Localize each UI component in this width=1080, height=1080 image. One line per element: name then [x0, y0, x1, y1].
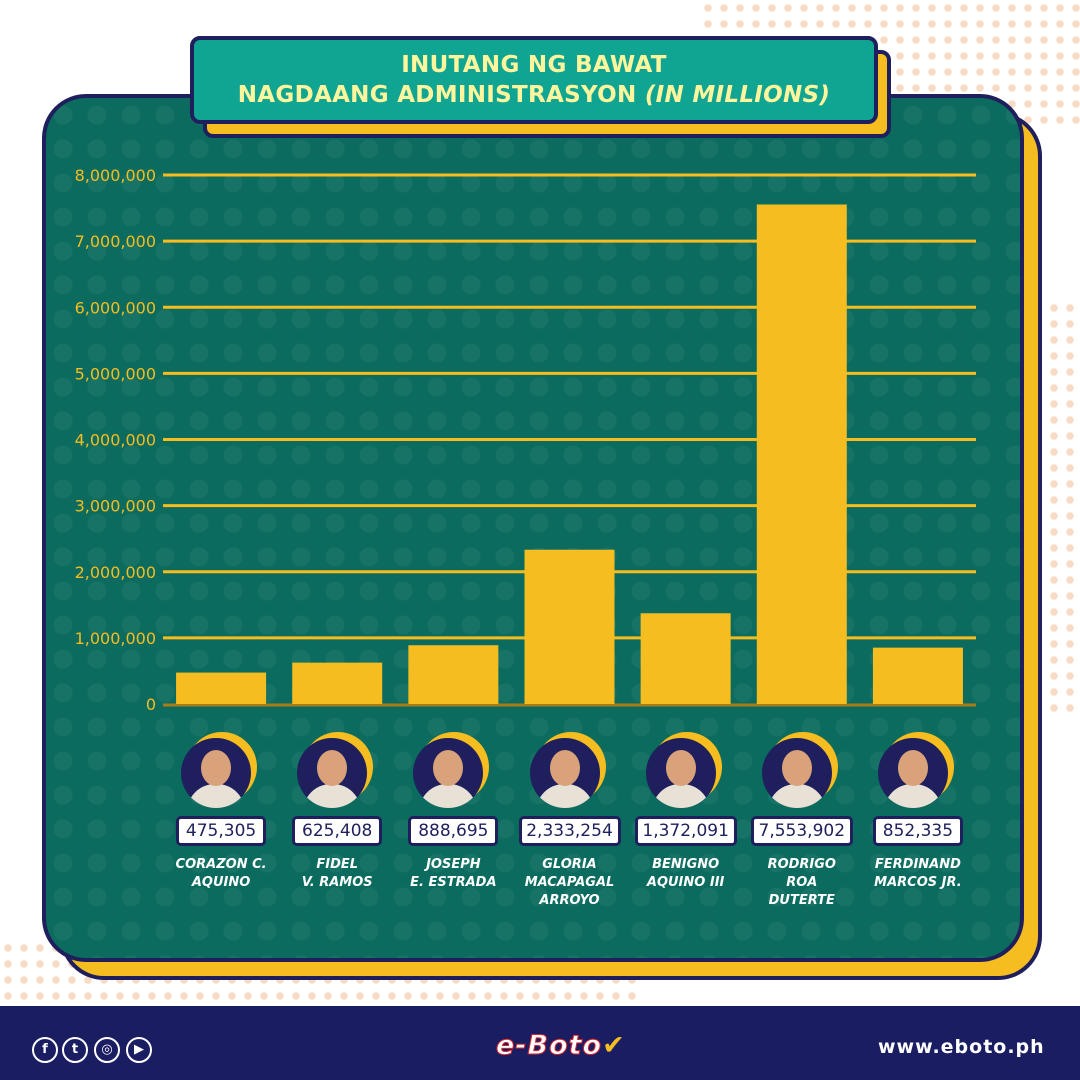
chart-title-line2: NAGDAANG ADMINISTRASYON (IN MILLIONS) [238, 80, 831, 110]
value-label: 1,372,091 [634, 816, 737, 846]
portrait-avatar [529, 732, 606, 808]
check-icon: ✔ [602, 1030, 626, 1061]
eboto-logo[interactable]: e-Boto✔ [495, 1030, 626, 1062]
y-tick-label: 0 [146, 695, 156, 714]
portrait-avatar [877, 732, 954, 808]
category-label: CORAZON C. AQUINO [175, 857, 267, 890]
category-label: GLORIA MACAPAGAL ARROYO [524, 857, 615, 908]
portrait-avatar [297, 732, 374, 808]
value-label: 852,335 [872, 816, 963, 846]
y-tick-label: 3,000,000 [75, 497, 156, 516]
y-tick-label: 5,000,000 [75, 364, 156, 383]
twitter-icon[interactable]: t [62, 1037, 88, 1063]
bar [872, 647, 963, 704]
chart-title-unit-note: (IN MILLIONS) [644, 82, 831, 108]
bars [176, 204, 963, 704]
category-label: FERDINAND MARCOS JR. [874, 857, 962, 890]
chart-title-line1: INUTANG NG BAWAT [401, 52, 667, 78]
category-label: FIDEL V. RAMOS [301, 857, 373, 890]
bar [292, 662, 383, 704]
chart-title-box: INUTANG NG BAWAT NAGDAANG ADMINISTRASYON… [190, 36, 878, 124]
y-axis-labels: 0 1,000,000 2,000,000 3,000,000 4,000,000 5,0… [75, 166, 156, 714]
value-label: 7,553,902 [750, 816, 853, 846]
portrait-avatar [181, 732, 258, 808]
value-label: 475,305 [176, 816, 267, 846]
value-label: 2,333,254 [518, 816, 621, 846]
y-tick-label: 1,000,000 [75, 629, 156, 648]
chart-title-line2-text: NAGDAANG ADMINISTRASYON [237, 82, 637, 108]
category-label: BENIGNO AQUINO III [646, 857, 725, 890]
website-link[interactable]: www.eboto.ph [878, 1036, 1045, 1058]
youtube-icon[interactable]: ▶ [126, 1037, 152, 1063]
y-tick-label: 8,000,000 [75, 166, 156, 185]
bar [176, 672, 267, 704]
value-label: 888,695 [408, 816, 499, 846]
category-label: JOSEPH E. ESTRADA [410, 857, 497, 890]
facebook-icon[interactable]: f [32, 1037, 58, 1063]
y-tick-label: 2,000,000 [75, 563, 156, 582]
y-tick-label: 4,000,000 [75, 431, 156, 450]
bar [524, 549, 615, 704]
value-label: 625,408 [292, 816, 383, 846]
y-tick-label: 6,000,000 [75, 298, 156, 317]
portrait-avatar [761, 732, 838, 808]
y-tick-label: 7,000,000 [75, 232, 156, 251]
bar [756, 204, 847, 704]
instagram-icon[interactable]: ◎ [94, 1037, 120, 1063]
category-label: RODRIGO ROA DUTERTE [767, 857, 836, 908]
portrait-avatar [645, 732, 722, 808]
portrait-avatar [413, 732, 490, 808]
footer-bar [0, 1006, 1080, 1080]
bar [408, 645, 499, 704]
eboto-logo-text: e-Boto [495, 1030, 603, 1062]
bar [640, 613, 731, 704]
